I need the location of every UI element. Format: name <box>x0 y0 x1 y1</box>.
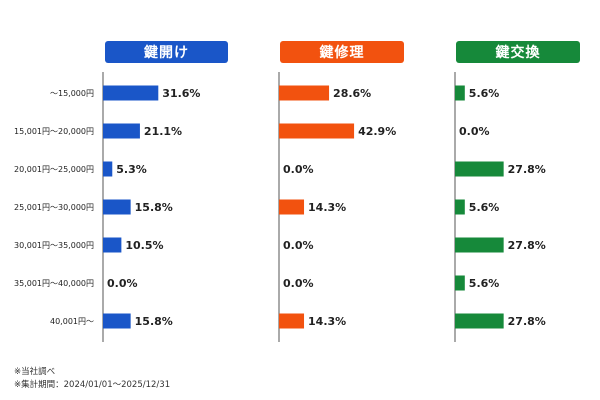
data-label-repair-1: 28.6% <box>333 87 371 100</box>
panel-header-repair: 鍵修理 <box>280 41 404 63</box>
data-label-unlock-3: 5.3% <box>116 163 147 176</box>
data-label-replace-5: 27.8% <box>508 239 546 252</box>
bar-repair-4 <box>279 199 305 215</box>
data-label-replace-1: 5.6% <box>469 87 500 100</box>
category-label-6: 35,001円～40,000円 <box>14 279 94 288</box>
bar-repair-7 <box>279 313 305 329</box>
bar-unlock-5 <box>103 237 122 253</box>
bar-replace-3 <box>455 161 504 177</box>
data-label-unlock-5: 10.5% <box>125 239 163 252</box>
data-label-replace-7: 27.8% <box>508 315 546 328</box>
bar-replace-6 <box>455 275 465 291</box>
panel-header-unlock: 鍵開け <box>105 41 228 63</box>
data-label-repair-2: 42.9% <box>358 125 396 138</box>
data-label-unlock-2: 21.1% <box>144 125 182 138</box>
data-label-repair-4: 14.3% <box>308 201 346 214</box>
bar-repair-2 <box>279 123 355 139</box>
data-label-unlock-4: 15.8% <box>135 201 173 214</box>
category-label-1: ～15,000円 <box>50 89 94 98</box>
footnotes: ※当社調べ ※集計期間：2024/01/01～2025/12/31 <box>14 366 170 392</box>
bar-replace-7 <box>455 313 504 329</box>
data-label-repair-3: 0.0% <box>283 163 314 176</box>
category-label-2: 15,001円～20,000円 <box>14 127 94 136</box>
bar-unlock-2 <box>103 123 140 139</box>
data-label-unlock-1: 31.6% <box>162 87 200 100</box>
bar-replace-1 <box>455 85 465 101</box>
data-label-replace-4: 5.6% <box>469 201 500 214</box>
bar-unlock-1 <box>103 85 159 101</box>
bar-replace-5 <box>455 237 504 253</box>
data-label-replace-2: 0.0% <box>459 125 490 138</box>
data-label-replace-6: 5.6% <box>469 277 500 290</box>
bar-unlock-7 <box>103 313 131 329</box>
category-label-3: 20,001円～25,000円 <box>14 165 94 174</box>
category-label-4: 25,001円～30,000円 <box>14 203 94 212</box>
data-label-repair-7: 14.3% <box>308 315 346 328</box>
bar-unlock-3 <box>103 161 113 177</box>
category-label-7: 40,001円～ <box>50 317 94 326</box>
bar-repair-1 <box>279 85 330 101</box>
category-label-5: 30,001円～35,000円 <box>14 241 94 250</box>
footnote-source: ※当社調べ <box>14 367 56 377</box>
data-label-repair-6: 0.0% <box>283 277 314 290</box>
panel-header-replace: 鍵交換 <box>456 41 580 63</box>
data-label-replace-3: 27.8% <box>508 163 546 176</box>
bar-unlock-4 <box>103 199 131 215</box>
data-label-unlock-6: 0.0% <box>107 277 138 290</box>
footnote-period: ※集計期間：2024/01/01～2025/12/31 <box>14 380 171 390</box>
bar-replace-4 <box>455 199 465 215</box>
data-label-repair-5: 0.0% <box>283 239 314 252</box>
data-label-unlock-7: 15.8% <box>135 315 173 328</box>
